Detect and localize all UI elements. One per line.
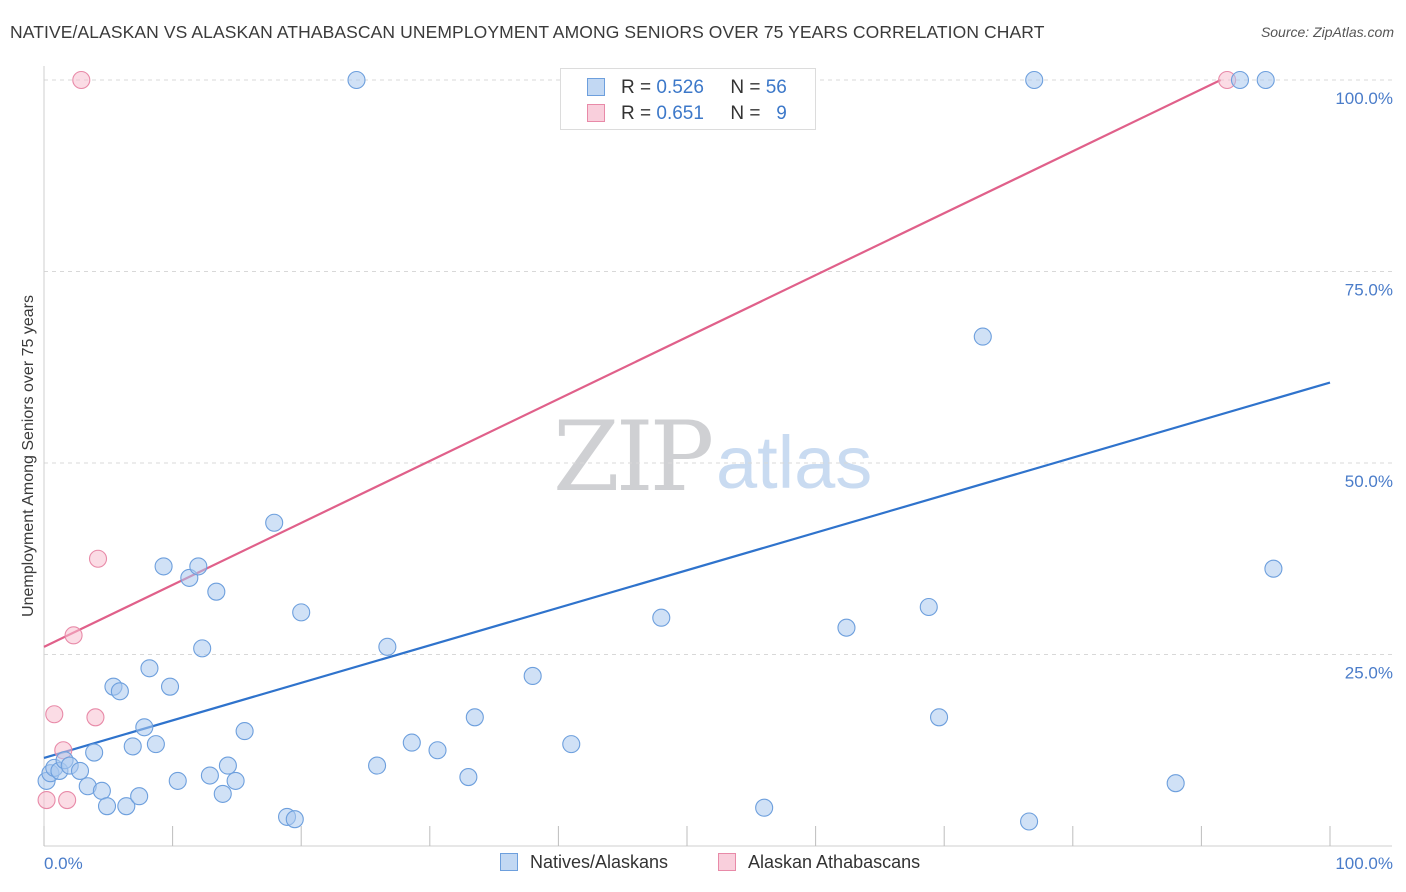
y-tick-label: 25.0% <box>1345 664 1393 683</box>
native-point <box>85 743 104 762</box>
data-points <box>37 70 1283 831</box>
native-point <box>919 597 938 617</box>
legend-r-value: 0.526 <box>656 77 704 98</box>
trend-lines <box>43 79 1331 759</box>
native-point <box>92 781 111 800</box>
native-point <box>1264 559 1283 578</box>
native-point <box>652 608 671 627</box>
native-point <box>70 761 90 780</box>
legend-swatch-blue <box>587 78 605 96</box>
y-tick-label: 100.0% <box>1335 89 1393 108</box>
native-point <box>193 639 212 658</box>
native-point <box>154 557 173 576</box>
legend-n-value: 9 <box>776 103 787 124</box>
athabascan-point <box>86 708 105 727</box>
native-point <box>130 787 149 806</box>
native-point <box>226 771 245 790</box>
native-point <box>523 666 542 685</box>
trend-line-natives <box>43 381 1331 759</box>
y-tick-label: 75.0% <box>1345 281 1393 300</box>
legend-r-value: 0.651 <box>656 103 704 124</box>
bottom-legend-label-natives: Natives/Alaskans <box>530 852 669 872</box>
native-point <box>292 603 311 622</box>
athabascan-point <box>72 70 91 90</box>
athabascan-point <box>64 626 83 645</box>
watermark-zip: ZIP <box>553 401 712 513</box>
native-point <box>973 327 992 346</box>
athabascan-point <box>88 549 108 568</box>
native-point <box>117 797 136 816</box>
native-point <box>189 557 208 576</box>
native-point <box>459 768 478 787</box>
x-tick-label: 0.0% <box>44 854 83 873</box>
native-point <box>200 766 219 785</box>
legend-n-value: 56 <box>765 77 787 98</box>
athabascan-point <box>45 705 64 724</box>
native-point <box>428 741 447 760</box>
native-point <box>207 582 226 601</box>
native-point <box>218 756 237 775</box>
native-point <box>168 771 187 790</box>
native-point <box>123 737 142 756</box>
native-point <box>97 797 117 816</box>
legend-n-label: N = <box>730 103 761 124</box>
axes <box>43 66 1392 847</box>
native-point <box>135 718 154 737</box>
native-point <box>235 722 254 741</box>
chart-title: NATIVE/ALASKAN VS ALASKAN ATHABASCAN UNE… <box>10 22 1045 42</box>
native-point <box>1166 774 1185 793</box>
legend-n-label: N = <box>730 77 761 98</box>
native-point <box>213 784 232 803</box>
y-tick-label: 50.0% <box>1345 472 1393 491</box>
bottom-legend-label-athabascans: Alaskan Athabascans <box>748 852 921 872</box>
native-point <box>755 798 774 817</box>
native-point <box>265 513 284 532</box>
grid <box>44 79 1392 655</box>
x-tick-label: 100.0% <box>1335 854 1393 873</box>
native-point <box>378 637 397 656</box>
native-point <box>347 70 366 90</box>
source-label: Source: ZipAtlas.com <box>1260 24 1394 40</box>
athabascan-point <box>58 790 77 810</box>
legend-r-label: R = <box>621 103 652 124</box>
watermark: ZIP atlas <box>553 401 872 513</box>
native-point <box>1020 812 1039 831</box>
bottom-legend-natives: Natives/Alaskans <box>500 852 668 873</box>
native-point <box>1256 70 1275 90</box>
bottom-legend-swatch-pink <box>718 853 736 871</box>
native-point <box>562 735 581 754</box>
native-point <box>465 708 484 727</box>
native-point <box>160 677 180 696</box>
native-point <box>140 659 159 678</box>
legend-swatch-pink <box>587 104 605 122</box>
tick-labels: 25.0% 50.0% 75.0% 100.0% 0.0% 100.0% <box>44 89 1393 873</box>
native-point <box>837 618 856 637</box>
legend: R = 0.526 N = 56 R = 0.651 N = 9 <box>560 68 816 130</box>
native-point <box>146 735 165 754</box>
bottom-legend-athabascans: Alaskan Athabascans <box>718 852 920 873</box>
watermark-atlas: atlas <box>716 421 872 504</box>
native-point <box>930 708 949 727</box>
native-point <box>402 733 421 752</box>
athabascan-point <box>37 790 56 810</box>
native-point <box>1025 70 1044 90</box>
native-point <box>1230 70 1250 90</box>
bottom-legend-swatch-blue <box>500 853 518 871</box>
y-axis-title: Unemployment Among Seniors over 75 years <box>20 295 37 617</box>
native-point <box>110 682 129 701</box>
trend-line-athabascans <box>43 79 1222 648</box>
legend-r-label: R = <box>621 77 652 98</box>
native-point <box>368 756 387 775</box>
native-point <box>285 810 304 829</box>
